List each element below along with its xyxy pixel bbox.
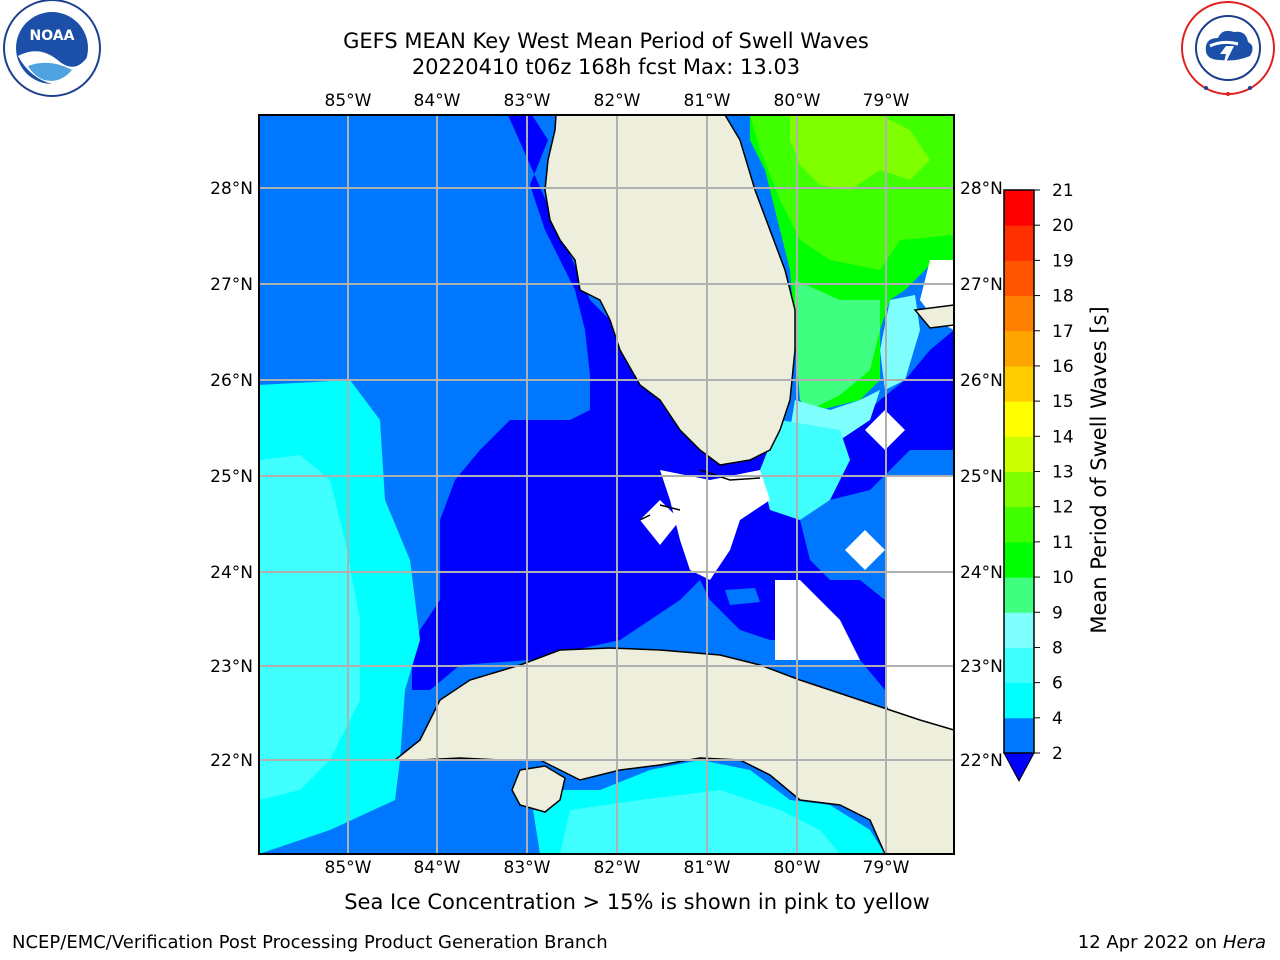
colorbar-tick-label: 2 bbox=[1052, 744, 1063, 764]
colorbar-segment bbox=[1004, 436, 1034, 472]
no-data-patch-1 bbox=[640, 500, 680, 545]
colorbar: 2 4 6 8 9 10 11 12 13 14 15 16 17 18 19 20 21 bbox=[1003, 181, 1074, 783]
bahamas-island bbox=[913, 304, 954, 329]
colorbar-tick-label: 18 bbox=[1052, 287, 1074, 307]
colorbar-segment bbox=[1004, 295, 1034, 332]
lon-label: 80°W bbox=[774, 91, 821, 111]
lon-label: 82°W bbox=[594, 858, 641, 878]
lat-label: 22°N bbox=[210, 751, 253, 771]
no-data-bahamas bbox=[885, 475, 954, 740]
period-2-4-patch bbox=[725, 588, 760, 605]
lat-label: 25°N bbox=[210, 467, 253, 487]
period-6-8-west-inner bbox=[262, 630, 320, 740]
colorbar-tick-label: 12 bbox=[1052, 498, 1074, 518]
lon-label: 79°W bbox=[863, 858, 910, 878]
lat-label: 22°N bbox=[960, 751, 1003, 771]
sea-ice-note: Sea Ice Concentration > 15% is shown in … bbox=[344, 890, 930, 914]
cuba-land bbox=[392, 647, 954, 854]
colorbar-tick-label: 10 bbox=[1052, 568, 1074, 588]
colorbar-tick-label: 16 bbox=[1052, 357, 1074, 377]
noaa-logo-text: NOAA bbox=[30, 28, 75, 44]
lon-label: 83°W bbox=[504, 91, 551, 111]
colorbar-segment bbox=[1004, 647, 1034, 684]
florida-land bbox=[544, 115, 796, 466]
colorbar-tick-label: 15 bbox=[1052, 392, 1074, 412]
lon-labels-bottom: 85°W 84°W 83°W 82°W 81°W 80°W 79°W bbox=[325, 858, 910, 878]
lat-label: 24°N bbox=[960, 563, 1003, 583]
colorbar-segment bbox=[1004, 612, 1034, 648]
map-field bbox=[259, 115, 954, 854]
lon-label: 82°W bbox=[594, 91, 641, 111]
colorbar-tick-label: 13 bbox=[1052, 463, 1074, 483]
chart-subtitle: 20220410 t06z 168h fcst Max: 13.03 bbox=[411, 55, 801, 79]
colorbar-tick-label: 14 bbox=[1052, 427, 1074, 447]
period-6-8-south bbox=[560, 790, 840, 854]
lat-label: 27°N bbox=[960, 275, 1003, 295]
footer-host: Hera bbox=[1222, 932, 1266, 953]
lat-label: 26°N bbox=[210, 371, 253, 391]
period-9-10-east bbox=[795, 280, 880, 410]
colorbar-segment bbox=[1004, 401, 1034, 437]
lon-label: 85°W bbox=[325, 858, 372, 878]
lon-label: 80°W bbox=[774, 858, 821, 878]
footer-producer: NCEP/EMC/Verification Post Processing Pr… bbox=[12, 932, 608, 953]
colorbar-segment bbox=[1004, 365, 1034, 402]
chart-title: GEFS MEAN Key West Mean Period of Swell … bbox=[343, 29, 869, 53]
lon-labels-top: 85°W 84°W 83°W 82°W 81°W 80°W 79°W bbox=[325, 91, 910, 111]
period-6-8-east bbox=[760, 420, 850, 520]
colorbar-segment bbox=[1004, 506, 1034, 543]
colorbar-segment bbox=[1004, 577, 1034, 613]
colorbar-tick-label: 9 bbox=[1052, 603, 1063, 623]
period-8-9-east-strip bbox=[880, 295, 920, 390]
colorbar-tick-label: 4 bbox=[1052, 709, 1063, 729]
colorbar-tick-label: 20 bbox=[1052, 216, 1074, 236]
lat-labels-left: 28°N 27°N 26°N 25°N 24°N 23°N 22°N bbox=[210, 179, 253, 771]
colorbar-segment bbox=[1004, 682, 1034, 719]
colorbar-tick-label: 6 bbox=[1052, 674, 1063, 694]
lat-labels-right: 28°N 27°N 26°N 25°N 24°N 23°N 22°N bbox=[960, 179, 1003, 771]
lon-label: 81°W bbox=[684, 858, 731, 878]
colorbar-tick-label: 8 bbox=[1052, 638, 1063, 658]
lon-label: 83°W bbox=[504, 858, 551, 878]
lat-label: 28°N bbox=[210, 179, 253, 199]
lon-label: 79°W bbox=[863, 91, 910, 111]
lat-label: 24°N bbox=[210, 563, 253, 583]
no-data-patch-2 bbox=[845, 530, 885, 570]
map-frame bbox=[258, 114, 955, 855]
colorbar-segment bbox=[1004, 330, 1034, 367]
lat-label: 26°N bbox=[960, 371, 1003, 391]
lon-label: 84°W bbox=[414, 858, 461, 878]
no-data-gulf-stream bbox=[660, 470, 770, 580]
colorbar-segment bbox=[1004, 471, 1034, 508]
colorbar-extension bbox=[1003, 752, 1035, 783]
noaa-logo: NOAA bbox=[3, 0, 101, 97]
colorbar-tick-label: 19 bbox=[1052, 251, 1074, 271]
footer-date: 12 Apr 2022 on Hera bbox=[1078, 932, 1266, 953]
lat-label: 27°N bbox=[210, 275, 253, 295]
lat-label: 28°N bbox=[960, 179, 1003, 199]
colorbar-tick-label: 11 bbox=[1052, 533, 1074, 553]
colorbar-label: Mean Period of Swell Waves [s] bbox=[1087, 306, 1111, 633]
nws-logo bbox=[1181, 1, 1275, 96]
lat-lon-grid bbox=[259, 115, 954, 854]
florida-keys bbox=[639, 469, 761, 521]
lon-label: 84°W bbox=[414, 91, 461, 111]
lat-label: 25°N bbox=[960, 467, 1003, 487]
lat-label: 23°N bbox=[960, 657, 1003, 677]
period-12-13-northeast bbox=[790, 115, 930, 190]
lat-label: 23°N bbox=[210, 657, 253, 677]
footer-date-text: 12 Apr 2022 on bbox=[1077, 932, 1218, 953]
lon-label: 81°W bbox=[684, 91, 731, 111]
colorbar-segment bbox=[1004, 717, 1034, 754]
colorbar-segment bbox=[1004, 541, 1034, 578]
isla-juventud bbox=[511, 765, 566, 813]
lon-label: 85°W bbox=[325, 91, 372, 111]
colorbar-segment bbox=[1004, 190, 1034, 226]
colorbar-tick-label: 21 bbox=[1052, 181, 1074, 201]
colorbar-segment bbox=[1004, 260, 1034, 297]
colorbar-segment bbox=[1004, 225, 1034, 261]
colorbar-tick-label: 17 bbox=[1052, 322, 1074, 342]
